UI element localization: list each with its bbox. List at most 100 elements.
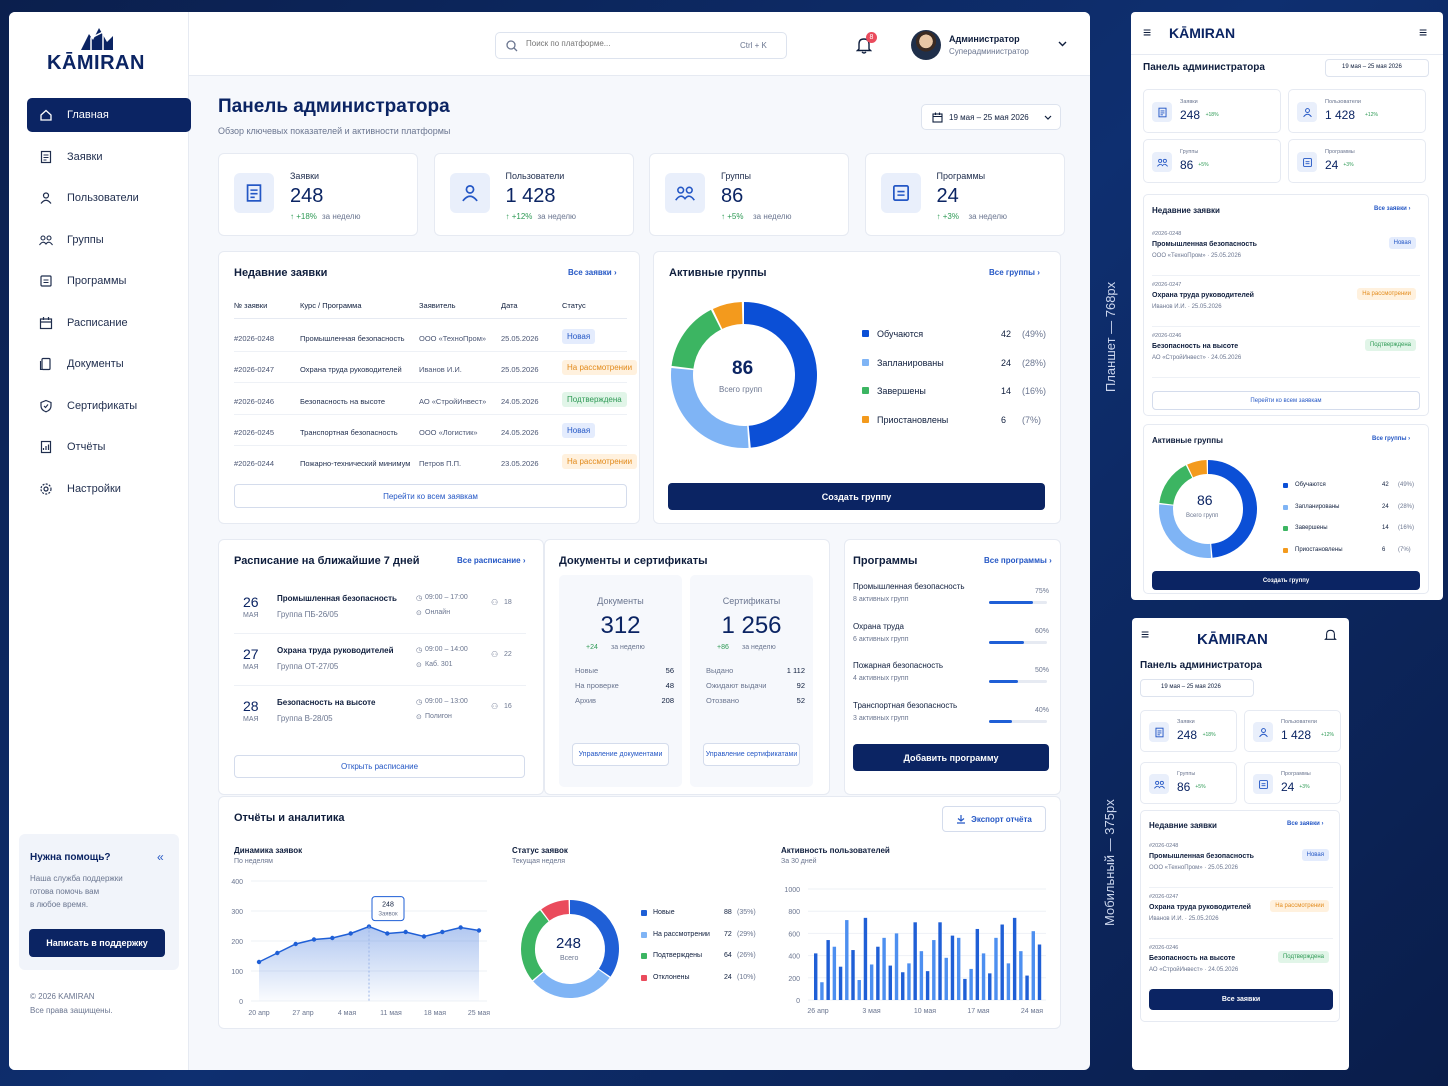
bar[interactable] [888, 965, 893, 1000]
bar[interactable] [944, 957, 948, 1000]
bar[interactable] [919, 951, 924, 1000]
bar[interactable] [838, 966, 843, 1000]
bar[interactable] [981, 953, 986, 1000]
sidebar-item-8[interactable]: Отчёты [27, 430, 191, 464]
data-point[interactable] [256, 959, 262, 965]
contact-support-button[interactable]: Написать в поддержку [29, 929, 165, 957]
documents-manage-button[interactable]: Управление документами [572, 743, 669, 766]
tablet-create-group-button[interactable]: Создать группу [1152, 571, 1420, 590]
tablet-requests-button[interactable]: Перейти ко всем заявкам [1152, 391, 1420, 410]
bar[interactable] [1000, 924, 1004, 1000]
sidebar-item-0[interactable]: Главная [27, 98, 191, 132]
all-groups-link[interactable]: Все группы › [989, 268, 1040, 277]
data-point[interactable] [348, 931, 353, 936]
program-item[interactable]: Транспортная безопасность 3 активных груп… [853, 701, 1053, 737]
data-point[interactable] [330, 935, 335, 941]
mini-stat-card[interactable]: Группы 86 +5% [1143, 139, 1281, 183]
certificates-manage-button[interactable]: Управление сертификатами [703, 743, 800, 766]
data-point[interactable] [385, 931, 390, 936]
table-row[interactable]: #2026-0244 Пожарно-технический минимум Пет… [219, 454, 639, 478]
bar[interactable] [1012, 917, 1017, 1000]
tablet-groups-link[interactable]: Все группы › [1372, 436, 1411, 442]
mobile-all-requests-button[interactable]: Все заявки [1149, 989, 1333, 1010]
bar[interactable] [894, 933, 899, 1000]
table-row[interactable]: #2026-0248 Промышленная безопасность ООО «… [219, 329, 639, 353]
bar[interactable] [932, 940, 936, 1000]
logo[interactable]: KĀMIRAN [47, 24, 147, 74]
mini-stat-card[interactable]: Заявки 248 +18% [1143, 89, 1281, 133]
mobile-requests-link[interactable]: Все заявки › [1287, 821, 1324, 827]
mini-stat-card[interactable]: Программы 24 +3% [1288, 139, 1426, 183]
mini-stat-card[interactable]: Пользователи 1 428 +12% [1288, 89, 1426, 133]
bell-icon[interactable] [1324, 628, 1337, 642]
bar[interactable] [826, 940, 830, 1000]
bar[interactable] [963, 978, 967, 1000]
schedule-item[interactable]: 26 МАЯ Промышленная безопасность Группа ПБ-… [234, 590, 526, 634]
bar[interactable] [907, 963, 911, 1000]
avatar[interactable] [911, 30, 941, 60]
bar[interactable] [857, 980, 861, 1000]
list-item[interactable]: #2026-0248 Промышленная безопасность ООО «… [1149, 843, 1333, 888]
data-point[interactable] [476, 928, 482, 933]
list-item[interactable]: #2026-0246 Безопасность на высоте АО «Стро… [1152, 333, 1420, 378]
search-box[interactable]: Ctrl + K [495, 32, 787, 59]
date-range-picker[interactable]: 19 мая – 25 мая 2026 [921, 104, 1061, 130]
sidebar-item-2[interactable]: Пользователи [27, 181, 191, 215]
export-report-button[interactable]: Экспорт отчёта [942, 806, 1046, 832]
list-item[interactable]: #2026-0247 Охрана труда руководителей Иван… [1149, 894, 1333, 939]
open-schedule-button[interactable]: Открыть расписание [234, 755, 525, 778]
all-requests-link[interactable]: Все заявки › [568, 268, 617, 277]
all-schedule-link[interactable]: Все расписание › [457, 556, 526, 565]
collapse-icon[interactable]: « [157, 850, 164, 864]
create-group-button[interactable]: Создать группу [668, 483, 1045, 510]
bar[interactable] [950, 935, 955, 1000]
bar[interactable] [925, 971, 930, 1000]
sidebar-item-5[interactable]: Расписание [27, 306, 191, 340]
hamburger-icon[interactable]: ≡ [1141, 626, 1150, 642]
bar[interactable] [832, 946, 837, 1000]
tablet-date-picker[interactable]: 19 мая – 25 мая 2026 [1325, 59, 1429, 77]
bell-icon[interactable] [856, 36, 872, 54]
bar[interactable] [901, 972, 905, 1000]
bar[interactable] [851, 950, 855, 1000]
bar[interactable] [863, 917, 868, 1000]
mini-stat-card[interactable]: Группы 86 +5% [1140, 762, 1237, 804]
data-point[interactable] [293, 941, 298, 947]
chevron-down-icon[interactable] [1058, 41, 1067, 47]
stat-card[interactable]: Группы 86 ↑ +5% за неделю [649, 153, 849, 236]
search-input[interactable] [526, 39, 716, 48]
data-point[interactable] [458, 925, 463, 930]
sidebar-item-4[interactable]: Программы [27, 264, 191, 298]
bar[interactable] [1031, 931, 1035, 1000]
bar[interactable] [1037, 944, 1042, 1001]
bar[interactable] [994, 937, 998, 1000]
bar[interactable] [814, 953, 818, 1000]
list-item[interactable]: #2026-0248 Промышленная безопасность ООО «… [1152, 231, 1420, 276]
bar[interactable] [1025, 975, 1029, 1000]
bar[interactable] [820, 982, 824, 1000]
data-point[interactable] [421, 934, 427, 939]
sidebar-item-9[interactable]: Настройки [27, 472, 191, 506]
hamburger-icon[interactable]: ≡ [1419, 24, 1428, 40]
table-row[interactable]: #2026-0247 Охрана труда руководителей Иван… [219, 360, 639, 384]
sidebar-item-1[interactable]: Заявки [27, 140, 191, 174]
table-row[interactable]: #2026-0245 Транспортная безопасность ООО «… [219, 422, 639, 447]
bar[interactable] [988, 973, 992, 1000]
bar[interactable] [969, 968, 973, 1000]
hamburger-icon[interactable]: ≡ [1143, 24, 1152, 40]
bar[interactable] [882, 937, 886, 1000]
sidebar-item-3[interactable]: Группы [27, 223, 191, 257]
program-item[interactable]: Промышленная безопасность 8 активных груп… [853, 582, 1053, 618]
bar[interactable] [938, 922, 942, 1000]
tablet-requests-link[interactable]: Все заявки › [1374, 206, 1411, 212]
sidebar-item-7[interactable]: Сертификаты [27, 389, 191, 423]
stat-card[interactable]: Заявки 248 ↑ +18% за неделю [218, 153, 418, 236]
mini-stat-card[interactable]: Пользователи 1 428 +12% [1244, 710, 1341, 752]
data-point[interactable] [275, 950, 280, 956]
mini-stat-card[interactable]: Заявки 248 +18% [1140, 710, 1237, 752]
table-row[interactable]: #2026-0246 Безопасность на высоте АО «Стро… [219, 391, 639, 416]
mini-stat-card[interactable]: Программы 24 +3% [1244, 762, 1341, 804]
bar[interactable] [956, 937, 961, 1000]
bar[interactable] [913, 922, 917, 1000]
bar[interactable] [1006, 963, 1011, 1000]
